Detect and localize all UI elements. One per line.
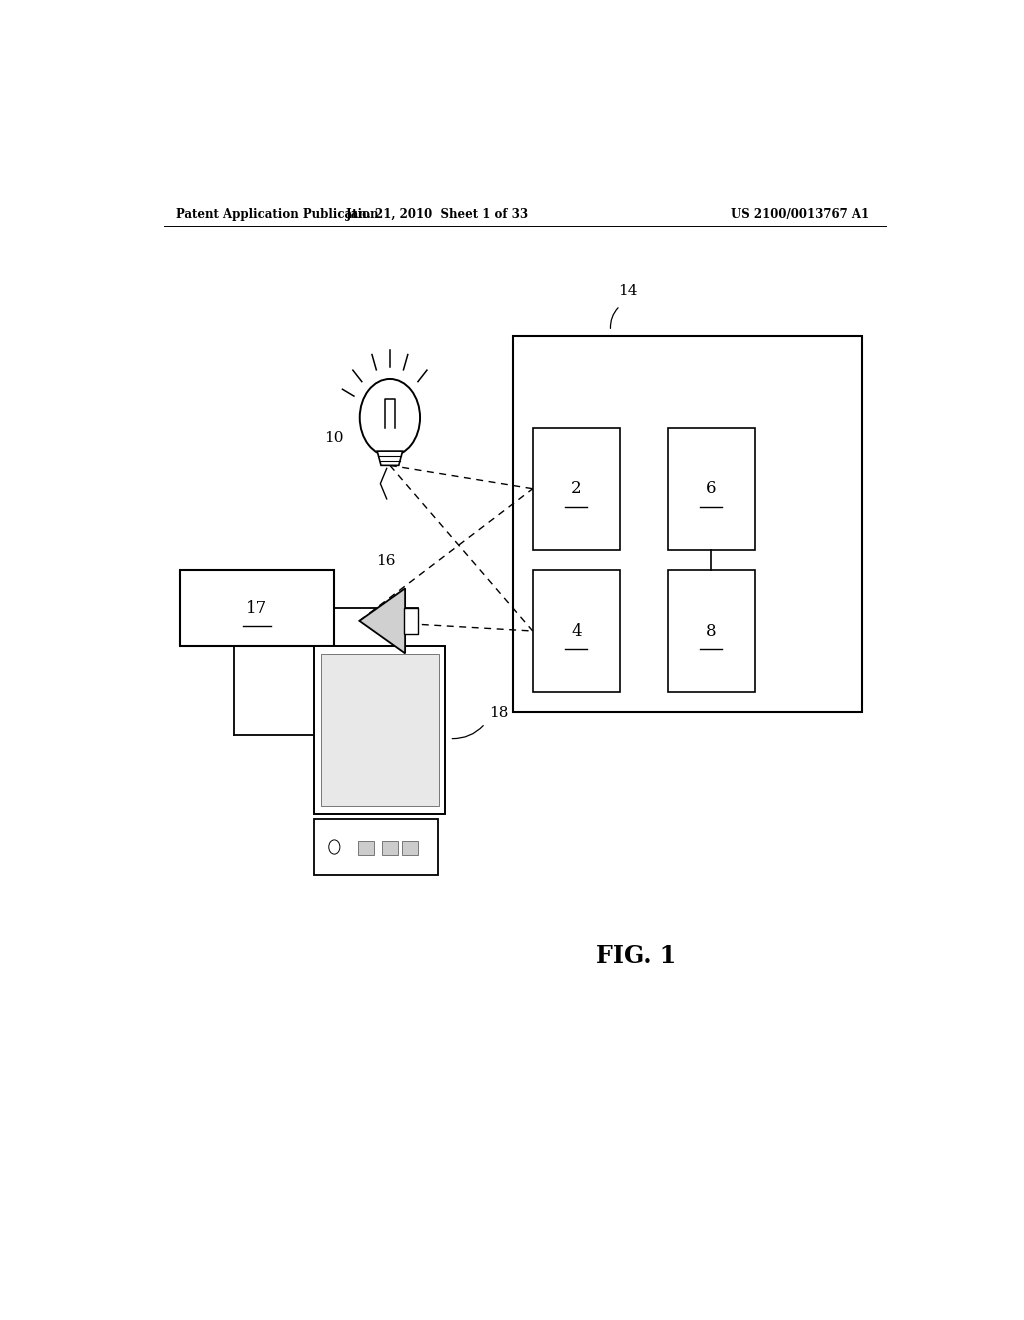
FancyBboxPatch shape xyxy=(513,337,862,713)
Text: 14: 14 xyxy=(618,284,638,297)
FancyBboxPatch shape xyxy=(668,428,755,549)
Text: 16: 16 xyxy=(376,554,395,568)
FancyBboxPatch shape xyxy=(668,570,755,692)
FancyBboxPatch shape xyxy=(401,841,418,855)
Text: 2: 2 xyxy=(571,480,582,498)
FancyBboxPatch shape xyxy=(314,647,445,814)
FancyBboxPatch shape xyxy=(403,607,418,634)
Text: Jan. 21, 2010  Sheet 1 of 33: Jan. 21, 2010 Sheet 1 of 33 xyxy=(346,207,529,220)
Text: 17: 17 xyxy=(247,599,267,616)
FancyBboxPatch shape xyxy=(314,818,437,875)
Text: 18: 18 xyxy=(489,706,509,721)
Text: FIG. 1: FIG. 1 xyxy=(596,944,676,969)
Polygon shape xyxy=(377,451,402,466)
FancyBboxPatch shape xyxy=(532,570,620,692)
Text: 10: 10 xyxy=(325,430,344,445)
FancyBboxPatch shape xyxy=(321,655,439,805)
Text: US 2100/0013767 A1: US 2100/0013767 A1 xyxy=(731,207,869,220)
Text: 4: 4 xyxy=(571,623,582,639)
Text: 6: 6 xyxy=(706,480,717,498)
Polygon shape xyxy=(359,589,406,653)
FancyBboxPatch shape xyxy=(532,428,620,549)
Text: 8: 8 xyxy=(706,623,717,639)
FancyBboxPatch shape xyxy=(179,570,334,647)
Text: Patent Application Publication: Patent Application Publication xyxy=(176,207,378,220)
FancyBboxPatch shape xyxy=(382,841,397,855)
FancyBboxPatch shape xyxy=(358,841,374,855)
